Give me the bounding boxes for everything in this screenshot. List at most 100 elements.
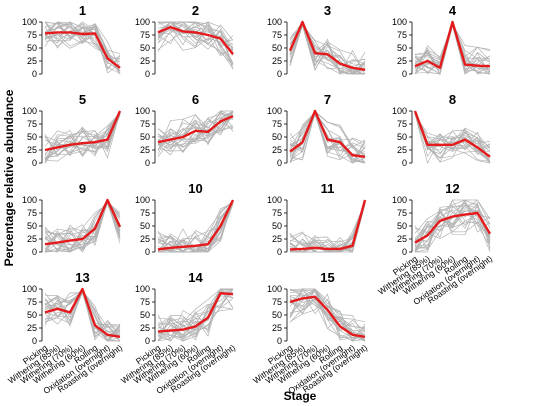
member-line <box>414 112 491 164</box>
mean-line <box>413 110 491 158</box>
panel-11: 11 0 25 50 75 100 <box>267 181 367 257</box>
y-tick-label: 75 <box>397 119 407 129</box>
y-tick-label: 0 <box>277 247 282 257</box>
member-line <box>289 297 366 330</box>
y-tick-label: 50 <box>140 310 150 320</box>
member-line <box>44 113 121 158</box>
member-line <box>289 23 366 73</box>
panel-1: 1 0 25 50 75 100 <box>22 3 121 79</box>
member-line <box>44 23 121 69</box>
panel-title: 13 <box>75 270 89 285</box>
panel-title: 2 <box>192 3 199 18</box>
y-tick-label: 25 <box>27 234 37 244</box>
y-tick-label: 50 <box>397 43 407 53</box>
x-axis-label: Stage <box>284 389 317 403</box>
y-tick-label: 75 <box>27 30 37 40</box>
panel-title: 8 <box>449 92 456 107</box>
mean-line <box>157 199 235 251</box>
member-line <box>414 114 491 164</box>
member-line <box>414 209 491 253</box>
y-tick-label: 75 <box>272 30 282 40</box>
y-tick-label: 75 <box>27 119 37 129</box>
member-line <box>414 202 491 239</box>
member-line <box>414 114 491 159</box>
y-tick-label: 100 <box>135 17 150 27</box>
member-line <box>414 205 491 253</box>
y-tick-label: 25 <box>272 323 282 333</box>
member-line <box>289 110 366 164</box>
y-tick-label: 50 <box>272 43 282 53</box>
y-tick-label: 50 <box>27 221 37 231</box>
panel-title: 12 <box>445 181 459 196</box>
member-line <box>44 21 121 72</box>
y-tick-label: 0 <box>32 69 37 79</box>
mean-line <box>44 110 122 152</box>
panel-title: 5 <box>79 92 86 107</box>
member-line <box>44 111 121 164</box>
panel-title: 7 <box>324 92 331 107</box>
member-line <box>44 27 121 72</box>
mean-line <box>157 115 234 144</box>
y-tick-label: 100 <box>22 106 37 116</box>
member-line <box>44 203 121 253</box>
panel-6: 6 0 25 50 75 100 <box>135 92 234 168</box>
y-tick-label: 100 <box>392 17 407 27</box>
member-line <box>289 24 366 74</box>
panel-title: 6 <box>192 92 199 107</box>
panel-8: 8 0 25 50 75 100 <box>392 92 491 168</box>
member-line <box>289 200 366 253</box>
mean-line <box>44 198 122 246</box>
member-line <box>289 24 366 75</box>
member-line <box>289 112 366 157</box>
y-tick-label: 25 <box>140 145 150 155</box>
panel-2: 2 0 25 50 75 100 <box>135 3 234 79</box>
y-tick-label: 0 <box>277 69 282 79</box>
y-tick-label: 25 <box>272 234 282 244</box>
member-line <box>157 122 234 142</box>
panel-4: 4 0 25 50 75 100 <box>392 3 491 79</box>
member-line <box>289 288 366 335</box>
y-tick-label: 0 <box>32 247 37 257</box>
mean-line <box>288 20 366 71</box>
y-tick-label: 100 <box>267 284 282 294</box>
y-tick-label: 75 <box>27 208 37 218</box>
member-line <box>157 288 234 342</box>
panel-title: 3 <box>324 3 331 18</box>
y-tick-label: 0 <box>145 336 150 346</box>
y-tick-label: 75 <box>27 297 37 307</box>
panel-title: 4 <box>449 3 457 18</box>
member-line <box>44 21 121 75</box>
member-line <box>157 203 234 253</box>
y-tick-label: 25 <box>272 56 282 66</box>
member-line <box>44 22 121 75</box>
panels-group: 1025507510020255075100302550751004025507… <box>6 3 494 396</box>
member-line <box>289 288 366 332</box>
member-line <box>289 22 366 75</box>
panel-9: 9 0 25 50 75 100 <box>22 181 122 257</box>
mean-line <box>44 287 121 338</box>
y-tick-label: 0 <box>145 247 150 257</box>
y-tick-label: 50 <box>272 310 282 320</box>
member-line <box>289 289 366 341</box>
y-tick-label: 100 <box>267 106 282 116</box>
panel-3: 3 0 25 50 75 100 <box>267 3 366 79</box>
y-tick-label: 0 <box>402 247 407 257</box>
member-line <box>289 111 366 164</box>
y-tick-label: 50 <box>272 221 282 231</box>
panel-title: 14 <box>188 270 203 285</box>
panel-title: 1 <box>79 3 86 18</box>
y-tick-label: 75 <box>272 297 282 307</box>
member-line <box>289 23 365 75</box>
member-line <box>44 26 121 75</box>
mean-line <box>414 211 492 244</box>
y-tick-label: 75 <box>140 30 150 40</box>
y-tick-label: 25 <box>140 56 150 66</box>
y-tick-label: 100 <box>392 106 407 116</box>
y-tick-label: 0 <box>145 69 150 79</box>
member-line <box>289 110 366 164</box>
y-tick-label: 100 <box>135 195 150 205</box>
y-tick-label: 50 <box>27 132 37 142</box>
mean-line <box>289 199 367 251</box>
y-tick-label: 50 <box>27 43 37 53</box>
